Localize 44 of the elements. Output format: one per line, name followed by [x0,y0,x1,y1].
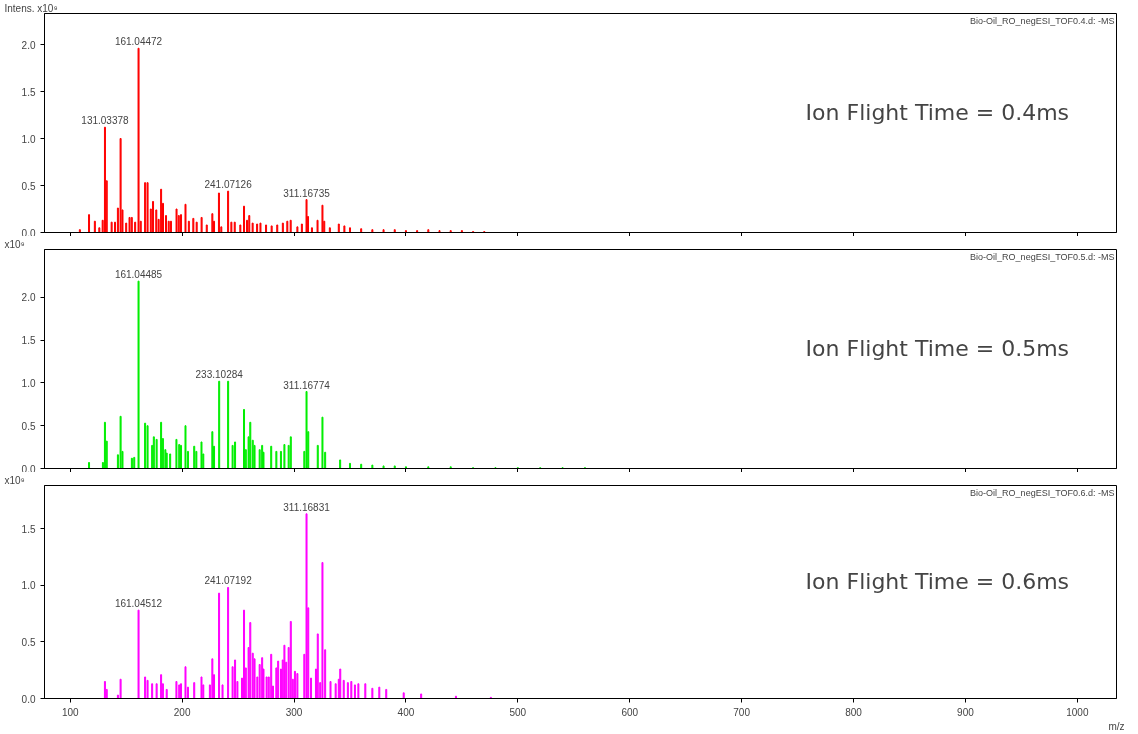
x-tick-label: 600 [621,706,639,718]
x-tick-label: 300 [285,706,303,718]
x-tick-label: 500 [509,706,527,718]
annotation: 161.04485 [114,269,163,281]
x-axis-title: m/z [1108,720,1125,732]
x-tick-label: 400 [397,706,415,718]
annotation: 233.10284 [195,369,244,381]
annotation: 311.16774 [283,379,331,391]
y-axis-title: x10⁹ [4,474,25,486]
chart-title: Bio-Oil_RO_negESI_TOF0.4.d: -MS [970,15,1115,26]
y-tick-label: 1.0 [21,377,36,389]
y-tick-label: 0.5 [21,420,36,432]
x-tick-label: 200 [173,706,191,718]
annotation: Ion Flight Time = 0.4ms [805,99,1070,125]
x-tick-label: 100 [61,706,80,718]
y-tick-label: 1.5 [21,523,36,535]
annotation: 161.04512 [114,598,163,610]
y-tick-label: 0.5 [21,636,36,648]
annotation: 131.03378 [81,115,130,127]
chart-title: Bio-Oil_RO_negESI_TOF0.5.d: -MS [970,251,1115,262]
y-tick-label: 2.0 [21,292,36,304]
annotation: 311.16735 [283,187,331,199]
x-tick-label: 900 [957,706,975,718]
annotation: 241.07126 [204,179,253,191]
y-tick-label: 2.0 [21,39,36,51]
x-tick-label: 1000 [1066,706,1089,718]
y-axis-title: Intens. x10⁹ [4,2,58,14]
y-tick-label: 0.5 [21,180,36,192]
x-tick-label: 700 [733,706,751,718]
annotation: 161.04472 [114,36,163,48]
y-axis-title: x10⁹ [4,238,25,250]
annotation: Ion Flight Time = 0.6ms [805,568,1070,594]
annotation: 241.07192 [204,575,253,587]
chart-title: Bio-Oil_RO_negESI_TOF0.6.d: -MS [970,487,1115,498]
y-tick-label: 0.0 [21,693,36,705]
annotation: Ion Flight Time = 0.5ms [805,335,1070,361]
y-tick-label: 1.5 [21,86,36,98]
y-tick-label: 0.0 [21,463,36,475]
y-tick-label: 1.0 [21,133,36,145]
y-tick-label: 1.0 [21,580,36,592]
x-tick-label: 800 [845,706,863,718]
y-tick-label: 0.0 [21,227,36,239]
annotation: 311.16831 [283,501,331,513]
y-tick-label: 1.5 [21,335,36,347]
